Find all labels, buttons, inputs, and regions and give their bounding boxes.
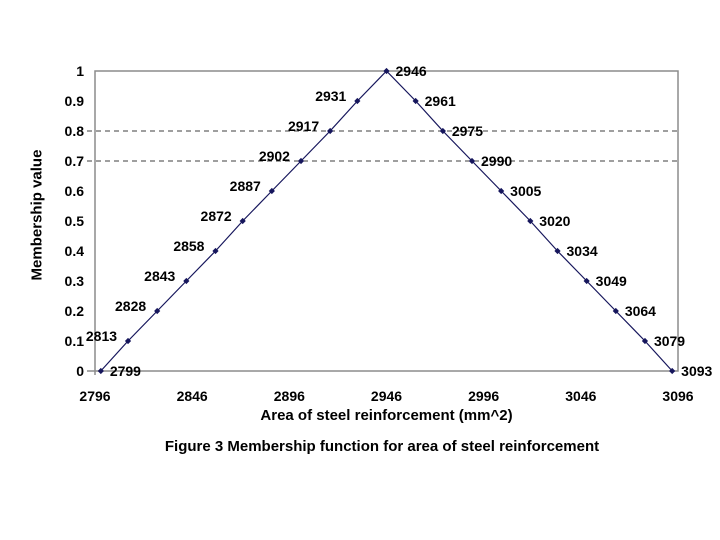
point-label: 2813: [86, 328, 117, 344]
point-label: 2887: [230, 178, 261, 194]
data-point-marker: [527, 217, 534, 225]
point-label: 2990: [481, 153, 512, 169]
x-tick-label: 2896: [274, 388, 305, 404]
x-tick-label: 2996: [468, 388, 499, 404]
series-line: [100, 70, 673, 372]
point-label: 3079: [654, 333, 685, 349]
data-point-marker: [97, 367, 104, 375]
point-label: 2931: [315, 88, 346, 104]
point-label: 2917: [288, 118, 319, 134]
point-label: 2843: [144, 268, 175, 284]
data-point-marker: [468, 157, 476, 165]
point-label: 3034: [567, 243, 598, 259]
data-point-marker: [641, 337, 649, 345]
x-axis-title: Area of steel reinforcement (mm^2): [260, 407, 513, 424]
point-label: 3020: [539, 213, 570, 229]
data-point-marker: [498, 187, 505, 195]
data-point-marker: [297, 157, 305, 165]
data-point-marker: [583, 277, 590, 285]
data-point-marker: [239, 217, 246, 225]
data-point-marker: [154, 307, 161, 315]
point-label: 2946: [396, 63, 427, 79]
data-point-marker: [327, 127, 334, 135]
data-point-marker: [354, 97, 361, 105]
point-label: 3005: [510, 183, 541, 199]
y-tick-label: 0.3: [65, 273, 85, 289]
y-tick-label: 0.4: [65, 243, 85, 259]
point-label: 2975: [452, 123, 483, 139]
point-label: 2961: [425, 93, 456, 109]
y-tick-label: 0.8: [65, 123, 85, 139]
y-tick-label: 0.1: [65, 333, 85, 349]
data-point-marker: [124, 337, 132, 345]
plot-border: [94, 70, 679, 372]
data-point-marker: [669, 367, 676, 375]
point-label: 2872: [201, 208, 232, 224]
y-tick-label: 0.5: [65, 213, 85, 229]
point-label: 2902: [259, 148, 290, 164]
y-tick-label: 0.6: [65, 183, 85, 199]
y-tick-label: 0.9: [65, 93, 85, 109]
point-label: 3049: [596, 273, 627, 289]
x-tick-label: 2946: [371, 388, 402, 404]
data-point-marker: [268, 187, 275, 195]
figure-caption: Figure 3 Membership function for area of…: [164, 438, 600, 455]
data-point-marker: [212, 247, 219, 255]
x-tick-label: 2846: [177, 388, 208, 404]
data-point-marker: [554, 247, 561, 255]
point-label: 2858: [173, 238, 204, 254]
x-tick-label: 3046: [565, 388, 596, 404]
y-tick-label: 0.2: [65, 303, 85, 319]
y-tick-label: 1: [76, 63, 84, 79]
y-tick-label: 0.7: [65, 153, 85, 169]
data-point-marker: [412, 97, 419, 105]
y-axis-title: Membership value: [28, 149, 46, 281]
x-tick-label: 2796: [79, 388, 110, 404]
data-point-marker: [183, 277, 190, 285]
data-point-marker: [612, 307, 619, 315]
x-tick-label: 3096: [662, 388, 693, 404]
y-tick-label: 0: [76, 363, 84, 379]
data-point-marker: [383, 67, 390, 75]
point-label: 3093: [681, 363, 712, 379]
point-label: 3064: [625, 303, 656, 319]
point-label: 2828: [115, 298, 146, 314]
data-point-marker: [439, 127, 446, 135]
point-label: 2799: [110, 363, 141, 379]
